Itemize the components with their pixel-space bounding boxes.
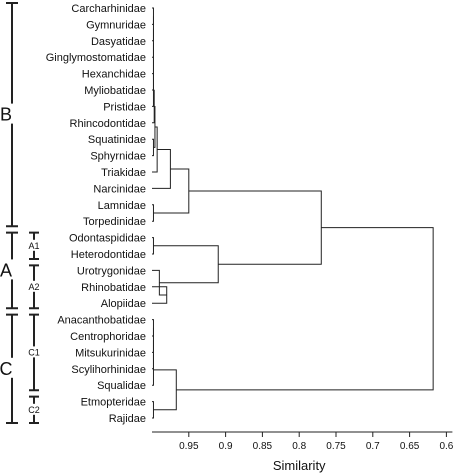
group-label-backdrop <box>25 403 43 415</box>
x-tick-label: 0.75 <box>326 441 346 452</box>
x-tick-label: 0.6 <box>439 441 453 452</box>
leaf-label: Squalidae <box>97 380 146 392</box>
group-label-b: B <box>0 105 12 125</box>
leaf-label: Dasyatidae <box>91 36 146 48</box>
x-tick-label: 0.85 <box>253 441 273 452</box>
x-axis: 0.95 0.9 0.85 0.8 0.75 0.7 0.65 0.6 <box>152 431 454 452</box>
x-tick-label: 0.95 <box>179 441 199 452</box>
dendrogram-link <box>153 245 219 284</box>
leaf-label: Myliobatidae <box>84 85 146 97</box>
x-tick-label: 0.8 <box>292 441 306 452</box>
leaf-label: Ginglymostomatidae <box>46 52 146 64</box>
dendrogram-links <box>152 7 434 419</box>
dendrogram-link <box>152 204 154 222</box>
dendrogram-link <box>153 369 177 411</box>
leaf-label: Rhincodontidae <box>70 118 146 130</box>
leaf-label: Gymnuridae <box>86 19 146 31</box>
leaf-label: Squatinidae <box>88 134 146 146</box>
group-label-a2: A2 <box>28 282 39 292</box>
group-label-c1: C1 <box>28 347 40 357</box>
group-label-backdrop <box>25 239 43 251</box>
leaf-label: Rajidae <box>109 413 146 425</box>
x-axis-label: Similarity <box>273 458 326 473</box>
leaf-label: Alopiidae <box>101 298 146 310</box>
dendrogram-link <box>152 401 154 419</box>
leaf-label: Narcinidae <box>93 183 146 195</box>
dendrogram-link <box>152 138 154 157</box>
leaf-label: Torpedinidae <box>83 216 146 228</box>
dendrogram-link <box>188 190 322 265</box>
leaf-label: Triakidae <box>101 167 146 179</box>
leaf-labels: Carcharhinidae Gymnuridae Dasyatidae Gingly… <box>46 3 146 425</box>
group-label-c2: C2 <box>28 405 40 415</box>
x-tick-label: 0.7 <box>366 441 380 452</box>
dendrogram-link <box>176 227 434 391</box>
dendrogram-link <box>152 74 154 107</box>
leaf-label: Scylihorhinidae <box>71 364 146 376</box>
group-label-backdrop <box>25 346 43 358</box>
leaf-label: Odontaspididae <box>69 233 146 245</box>
group-label-a1: A1 <box>28 241 39 251</box>
group-label-backdrop <box>1 103 15 124</box>
x-tick-label: 0.65 <box>400 441 420 452</box>
leaf-label: Rhinobatidae <box>81 282 146 294</box>
leaf-label: Etmopteridae <box>81 397 146 409</box>
group-label-c: C <box>0 359 13 379</box>
dendrogram-link <box>152 148 171 189</box>
leaf-label: Mitsukurinidae <box>75 347 146 359</box>
dendrogram-link <box>153 168 190 214</box>
group-label-backdrop <box>1 259 15 280</box>
leaf-label: Anacanthobatidae <box>57 315 146 327</box>
leaf-label: Centrophoridae <box>70 331 146 343</box>
group-label-a: A <box>0 260 12 280</box>
leaf-label: Heterodontidae <box>71 249 146 261</box>
leaf-label: Hexanchidae <box>82 69 146 81</box>
group-brackets: B A A1 A2 C C1 C2 <box>0 2 43 424</box>
dendrogram-link <box>152 237 154 255</box>
leaf-label: Carcharhinidae <box>71 3 146 15</box>
leaf-label: Sphyrnidae <box>90 151 146 163</box>
group-label-backdrop <box>25 280 43 292</box>
leaf-label: Pristidae <box>103 101 146 113</box>
leaf-label: Urotrygonidae <box>77 265 146 277</box>
x-tick-label: 0.9 <box>219 441 233 452</box>
leaf-label: Lamnidae <box>98 200 146 212</box>
group-label-backdrop <box>1 357 15 378</box>
dendrogram-link <box>152 354 154 386</box>
